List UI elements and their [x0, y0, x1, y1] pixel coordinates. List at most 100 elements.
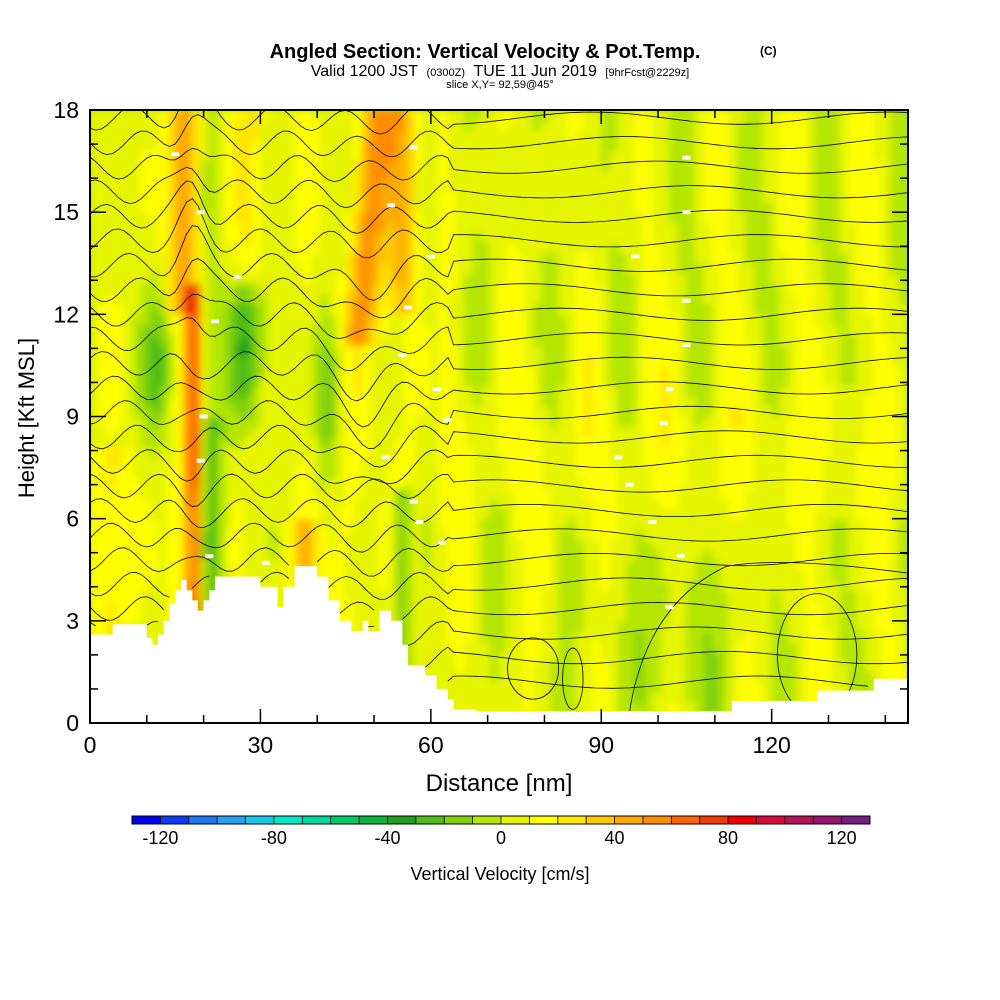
y-tick-label: 6 — [66, 506, 79, 532]
colorbar: -120 -80 -40 0 40 80 120 — [131, 815, 871, 848]
contour-label-mark — [415, 520, 424, 525]
contour-label-mark — [409, 145, 418, 150]
contour-label-mark — [665, 605, 674, 610]
colorbar-swatch — [245, 816, 275, 824]
colorbar-swatch — [359, 816, 388, 824]
theta-contour — [562, 647, 584, 710]
x-axis-label: Distance [nm] — [426, 770, 573, 797]
contour-label-mark — [443, 417, 452, 422]
contour-label-mark — [659, 421, 668, 426]
contour-label-mark — [676, 554, 685, 559]
theta-contour — [90, 180, 908, 234]
y-tick-label: 0 — [66, 710, 79, 736]
theta-contour — [90, 166, 908, 209]
valid-time-subtitle: Valid 1200 JST (0300Z) TUE 11 Jun 2019 [… — [311, 63, 690, 80]
colorbar-swatch — [501, 816, 530, 824]
colorbar-swatch — [728, 816, 757, 824]
colorbar-swatch — [699, 816, 729, 824]
copyright-mark: (C) — [760, 44, 777, 58]
contour-label-mark — [381, 455, 390, 460]
theta-contour — [90, 198, 908, 259]
contour-label-mark — [432, 387, 441, 392]
theta-contour — [90, 293, 908, 339]
colorbar-label: Vertical Velocity [cm/s] — [410, 864, 589, 884]
colorbar-tick-label: 0 — [496, 828, 506, 848]
y-tick-label: 18 — [53, 97, 79, 123]
colorbar-swatch — [642, 816, 672, 824]
colorbar-tick-label: 40 — [605, 828, 625, 848]
contour-label-mark — [682, 155, 691, 160]
theta-contour — [90, 449, 908, 485]
contour-label-mark — [196, 458, 205, 463]
theta-contour — [90, 620, 908, 646]
slice-subtitle: slice X,Y= 92,59@45° — [446, 79, 554, 91]
colorbar-tick-label: -80 — [261, 828, 287, 848]
colorbar-swatch — [160, 816, 190, 824]
colorbar-swatch — [813, 816, 843, 824]
contour-label-mark — [614, 455, 623, 460]
theta-contour — [90, 258, 908, 319]
colorbar-swatch — [557, 816, 587, 824]
contour-label-mark — [404, 305, 413, 310]
colorbar-tick-label: 120 — [827, 828, 857, 848]
colorbar-swatch — [302, 816, 332, 824]
y-tick-label: 15 — [53, 199, 79, 225]
colorbar-swatch — [330, 816, 360, 824]
theta-contour — [90, 375, 908, 428]
contour-label-mark — [631, 254, 640, 259]
contour-label-mark — [682, 342, 691, 347]
theta-contour — [90, 351, 908, 402]
velocity-field — [90, 110, 908, 723]
theta-contour — [507, 637, 560, 700]
theta-contour — [447, 675, 869, 689]
y-tick-label: 12 — [53, 301, 79, 327]
contour-label-mark — [625, 482, 634, 487]
colorbar-swatch — [756, 816, 786, 824]
contour-label-mark — [665, 387, 674, 392]
colorbar-tick-label: 80 — [718, 828, 738, 848]
theta-contour — [90, 596, 908, 621]
x-tick-label: 30 — [248, 732, 274, 758]
x-tick-label: 0 — [84, 732, 97, 758]
y-tick-label: 3 — [66, 608, 79, 634]
colorbar-swatch — [217, 816, 247, 824]
contour-label-mark — [387, 203, 396, 208]
axes: 0 30 60 90 120 0 3 6 9 12 15 18 — [53, 97, 908, 758]
contour-label-mark — [262, 560, 271, 565]
x-tick-label: 120 — [752, 732, 790, 758]
colorbar-swatch — [586, 816, 616, 824]
contour-labels — [171, 145, 691, 610]
colorbar-swatch — [841, 816, 871, 824]
colorbar-swatch — [444, 816, 474, 824]
x-tick-label: 60 — [418, 732, 444, 758]
contour-label-mark — [233, 274, 242, 279]
colorbar-swatch — [132, 816, 161, 824]
theta-contour — [90, 571, 908, 600]
colorbar-tick-label: -120 — [142, 828, 178, 848]
colorbar-swatch — [784, 816, 814, 824]
contour-label-mark — [648, 520, 657, 525]
colorbar-swatch — [614, 816, 644, 824]
theta-contour — [90, 547, 908, 577]
theta-contour — [90, 522, 908, 553]
theta-contour — [90, 424, 908, 468]
theta-contour — [90, 473, 908, 508]
theta-contour — [90, 498, 908, 528]
chart-title: Angled Section: Vertical Velocity & Pot.… — [270, 41, 701, 63]
contour-label-mark — [682, 210, 691, 215]
colorbar-swatch — [529, 816, 559, 824]
colorbar-swatch — [472, 816, 502, 824]
y-axis-label: Height [Kft MSL] — [14, 338, 39, 498]
colorbar-swatch — [387, 816, 417, 824]
colorbar-swatch — [273, 816, 303, 824]
contour-label-mark — [171, 152, 180, 157]
theta-contour — [424, 646, 908, 668]
contour-label-mark — [409, 499, 418, 504]
theta-contour — [90, 147, 908, 183]
contour-label-mark — [196, 210, 205, 215]
potential-temperature-contours — [90, 110, 908, 717]
terrain-mask — [90, 566, 908, 723]
theta-contour — [90, 317, 908, 372]
contour-label-mark — [426, 254, 435, 259]
